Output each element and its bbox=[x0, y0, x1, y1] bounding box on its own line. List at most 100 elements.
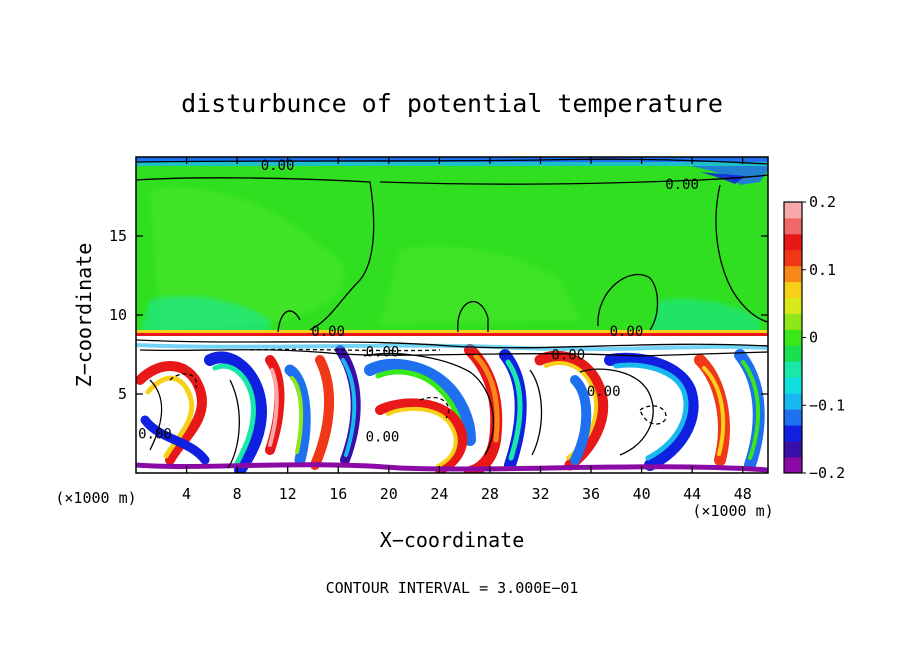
colorbar-swatch bbox=[784, 345, 802, 362]
eddy-band bbox=[284, 364, 311, 466]
colorbar-swatch bbox=[784, 393, 802, 410]
contour-label: 0.00 bbox=[587, 384, 621, 400]
eddy-band bbox=[702, 366, 726, 456]
x-unit-label-right: (×1000 m) bbox=[692, 502, 773, 520]
x-tick-label: 8 bbox=[233, 485, 242, 503]
colorbar: 0.2 0.1 0 −0.1 −0.2 bbox=[783, 193, 845, 482]
colorbar-swatch bbox=[784, 457, 802, 474]
x-tick-label: 20 bbox=[380, 485, 398, 503]
inversion-band bbox=[136, 330, 768, 333]
contour-line bbox=[363, 352, 495, 456]
contour-line bbox=[249, 348, 441, 352]
eddy-band bbox=[375, 398, 468, 473]
upper-light-patch bbox=[150, 187, 344, 330]
eddy-band bbox=[364, 358, 476, 446]
colorbar-swatch bbox=[784, 441, 802, 458]
eddy-band bbox=[604, 352, 699, 471]
contour-interval-note: CONTOUR INTERVAL = 3.000E−01 bbox=[326, 579, 579, 597]
colorbar-tick-label: −0.2 bbox=[809, 464, 845, 482]
contour-label: 0.00 bbox=[366, 430, 400, 446]
eddy-band bbox=[741, 360, 760, 460]
contour-line bbox=[579, 368, 654, 456]
upper-light-patch bbox=[380, 246, 580, 325]
x-tick-label: 40 bbox=[633, 485, 651, 503]
colorbar-swatch bbox=[784, 202, 802, 219]
eddy-band bbox=[505, 359, 523, 461]
upper-cyan-patch bbox=[140, 296, 270, 333]
contour-line bbox=[139, 349, 768, 357]
contour-line bbox=[457, 300, 489, 333]
x-tick-label: 28 bbox=[481, 485, 499, 503]
top-right-patch bbox=[700, 172, 745, 184]
contour-label: 0.00 bbox=[261, 158, 295, 174]
x-axis: 4 8 12 16 20 24 28 32 36 40 44 48 bbox=[182, 157, 752, 503]
y-tick-label: 5 bbox=[118, 385, 127, 403]
eddy-band bbox=[310, 355, 334, 470]
colorbar-tick-label: 0.1 bbox=[809, 261, 836, 279]
contour-label: 0.00 bbox=[311, 324, 345, 340]
contour-line bbox=[227, 379, 240, 469]
x-tick-label: 48 bbox=[734, 485, 752, 503]
colorbar-swatch bbox=[784, 281, 802, 299]
eddy-band bbox=[290, 376, 304, 454]
eddy-band bbox=[473, 353, 500, 443]
eddy-band bbox=[570, 375, 592, 465]
eddy-band bbox=[268, 368, 279, 447]
contour-labels: 0.00 0.00 0.00 0.00 0.00 0.00 0.00 0.00 0.00 bbox=[138, 158, 699, 446]
x-tick-label: 12 bbox=[279, 485, 297, 503]
colorbar-tick-label: 0 bbox=[809, 329, 818, 347]
x-tick-label: 36 bbox=[582, 485, 600, 503]
colorbar-swatch bbox=[784, 233, 802, 251]
eddy-band bbox=[136, 462, 768, 473]
eddy-band bbox=[534, 350, 609, 471]
colorbar-swatch bbox=[784, 313, 802, 330]
upper-field bbox=[136, 157, 768, 336]
upper-cyan-patch bbox=[650, 298, 760, 333]
colorbar-swatch bbox=[784, 361, 802, 378]
y-axis: 5 10 15 bbox=[109, 227, 768, 403]
x-tick-label: 16 bbox=[329, 485, 347, 503]
plot-area: 0.00 0.00 0.00 0.00 0.00 0.00 0.00 0.00 0.00 bbox=[136, 157, 768, 473]
contour-label: 0.00 bbox=[610, 324, 644, 340]
contour-line bbox=[529, 369, 543, 456]
inversion-band bbox=[136, 333, 768, 336]
colorbar-swatch bbox=[784, 217, 802, 235]
x-tick-label: 24 bbox=[430, 485, 448, 503]
contour-line bbox=[136, 177, 375, 331]
contour-line bbox=[419, 396, 450, 419]
eddy-band bbox=[386, 406, 458, 468]
eddy-band bbox=[212, 363, 256, 468]
x-tick-label: 32 bbox=[531, 485, 549, 503]
colorbar-swatch bbox=[784, 249, 802, 267]
eddy-band bbox=[204, 351, 267, 473]
colorbar-swatch bbox=[784, 297, 802, 314]
x-tick-label: 4 bbox=[182, 485, 191, 503]
colorbar-swatch bbox=[784, 425, 802, 442]
top-boundary-band bbox=[136, 162, 768, 166]
colorbar-swatch bbox=[784, 265, 802, 283]
contour-line bbox=[149, 379, 163, 451]
contour-label: 0.00 bbox=[551, 348, 585, 364]
contour-line bbox=[136, 158, 768, 165]
colorbar-swatch bbox=[784, 377, 802, 394]
eddy-band bbox=[140, 415, 210, 465]
eddy-band bbox=[613, 362, 689, 461]
x-tick-label: 44 bbox=[683, 485, 701, 503]
contour-line bbox=[169, 373, 198, 389]
contour-label: 0.00 bbox=[138, 427, 172, 443]
contour-line bbox=[277, 310, 301, 333]
x-unit-label-left: (×1000 m) bbox=[55, 489, 136, 507]
contour-line bbox=[597, 273, 659, 331]
contour-lines bbox=[136, 158, 768, 469]
colorbar-tick-label: 0.2 bbox=[809, 193, 836, 211]
chart-title: disturbunce of potential temperature bbox=[181, 89, 723, 118]
contour-label: 0.00 bbox=[665, 177, 699, 193]
contour-line bbox=[379, 174, 768, 185]
y-tick-label: 15 bbox=[109, 227, 127, 245]
top-boundary-band bbox=[136, 157, 768, 162]
x-axis-label: X−coordinate bbox=[380, 528, 525, 552]
eddy-band bbox=[341, 358, 357, 457]
contour-label: 0.00 bbox=[366, 344, 400, 360]
contour-line bbox=[639, 405, 667, 425]
